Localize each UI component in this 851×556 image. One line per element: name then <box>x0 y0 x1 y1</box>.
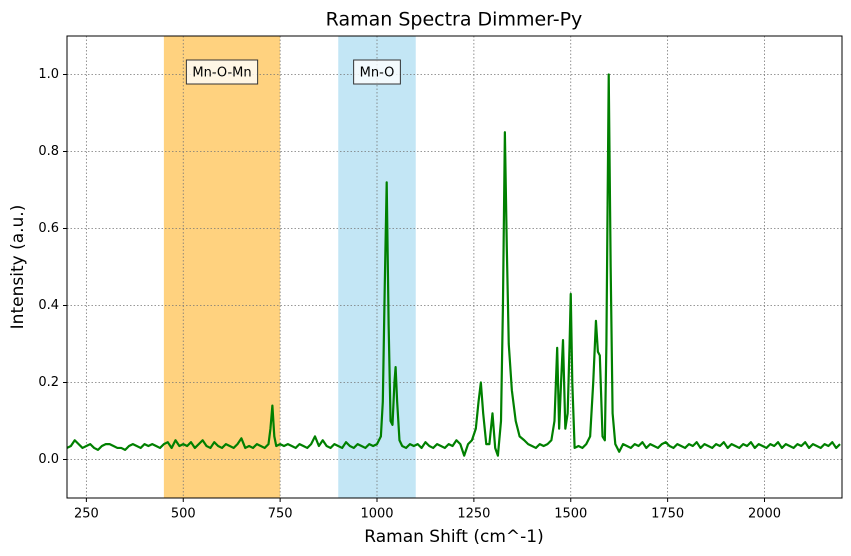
annotation-box <box>353 59 401 85</box>
x-tick-label: 250 <box>74 507 99 522</box>
highlight-span <box>163 36 281 498</box>
y-tick-label: 1.0 <box>38 67 59 82</box>
x-axis-label: Raman Shift (cm^-1) <box>364 527 543 547</box>
y-tick-label: 0.6 <box>38 221 59 236</box>
annotation-label: Mn-O-Mn <box>192 66 251 81</box>
annotation-box <box>185 59 259 85</box>
x-tick-label: 1500 <box>554 507 587 522</box>
y-tick-label: 0.8 <box>38 144 59 159</box>
x-tick-label: 1000 <box>360 507 393 522</box>
x-tick-label: 750 <box>268 507 293 522</box>
annotation-label: Mn-O <box>360 66 395 81</box>
plot-frame <box>66 35 843 499</box>
x-tick-label: 1250 <box>457 507 490 522</box>
x-tick-label: 1750 <box>651 507 684 522</box>
y-tick-label: 0.4 <box>38 298 59 313</box>
y-axis-label: Intensity (a.u.) <box>8 205 28 330</box>
y-tick-label: 0.0 <box>38 452 59 467</box>
y-tick-label: 0.2 <box>38 375 59 390</box>
x-tick-label: 500 <box>171 507 196 522</box>
x-tick-label: 2000 <box>748 507 781 522</box>
spectrum-line <box>67 73 841 457</box>
chart-title: Raman Spectra Dimmer-Py <box>326 9 583 31</box>
